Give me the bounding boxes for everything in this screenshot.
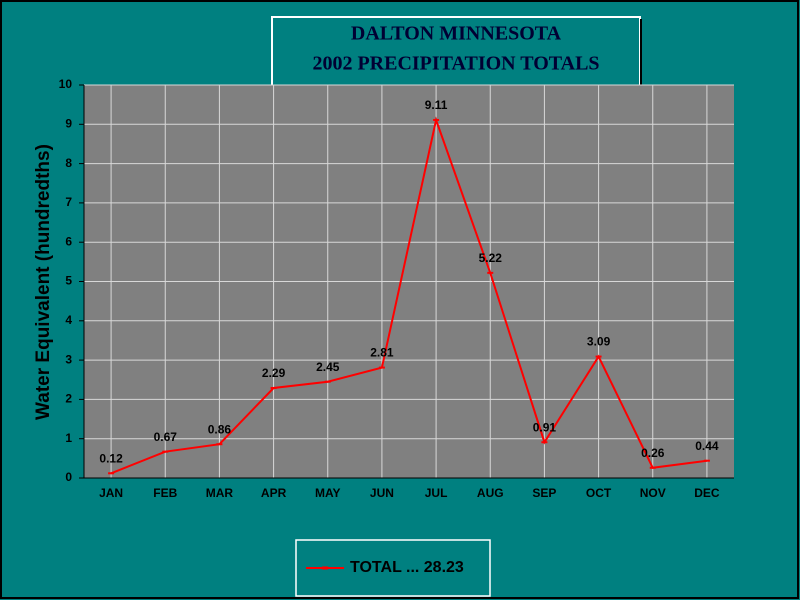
y-tick-label: 9 — [65, 116, 72, 130]
y-tick-label: 6 — [65, 234, 72, 248]
data-label: 0.67 — [154, 430, 178, 444]
y-tick-label: 10 — [59, 77, 73, 91]
y-tick-label: 4 — [65, 313, 72, 327]
y-tick-label: 8 — [65, 156, 72, 170]
line — [110, 116, 708, 475]
y-tick-label: 1 — [65, 431, 72, 445]
data-label: 2.81 — [370, 346, 394, 360]
data-label: 0.44 — [695, 439, 719, 453]
data-label: 0.91 — [533, 420, 557, 434]
x-tick-label: AUG — [477, 486, 504, 500]
x-tick-label: APR — [261, 486, 287, 500]
chart-subtitle: 2002 PRECIPITATION TOTALS — [312, 53, 599, 75]
x-tick-label: MAR — [206, 486, 234, 500]
x-tick-label: DEC — [694, 486, 720, 500]
y-tick-label: 0 — [65, 470, 72, 484]
data-label: 5.22 — [479, 251, 503, 265]
data-label: 9.11 — [425, 98, 448, 112]
y-tick-label: 2 — [65, 392, 72, 406]
data-label: 0.26 — [641, 446, 665, 460]
y-axis-label: Water Equivalent (hundredths) — [33, 144, 54, 420]
x-tick-label: JUN — [370, 486, 394, 500]
x-tick-label: JUL — [425, 486, 448, 500]
x-tick-label: JAN — [99, 486, 123, 500]
x-tick-label: SEP — [532, 486, 556, 500]
data-label: 0.86 — [208, 422, 232, 436]
data-label: 2.45 — [316, 360, 340, 374]
legend-box — [295, 539, 491, 597]
x-tick-label: NOV — [640, 486, 666, 500]
x-tick-label: FEB — [153, 486, 177, 500]
chart-title: DALTON MINNESOTA — [351, 23, 562, 45]
y-tick-label: 3 — [65, 352, 72, 366]
y-tick-label: 5 — [65, 274, 72, 288]
data-label: 3.09 — [587, 335, 611, 349]
title-box — [271, 16, 641, 88]
x-tick-label: OCT — [586, 486, 612, 500]
y-tick-label: 7 — [65, 195, 72, 209]
legend-label: TOTAL ... 28.23 — [350, 559, 464, 576]
data-label: 0.12 — [99, 451, 123, 465]
x-tick-label: MAY — [315, 486, 341, 500]
data-label: 2.29 — [262, 366, 286, 380]
